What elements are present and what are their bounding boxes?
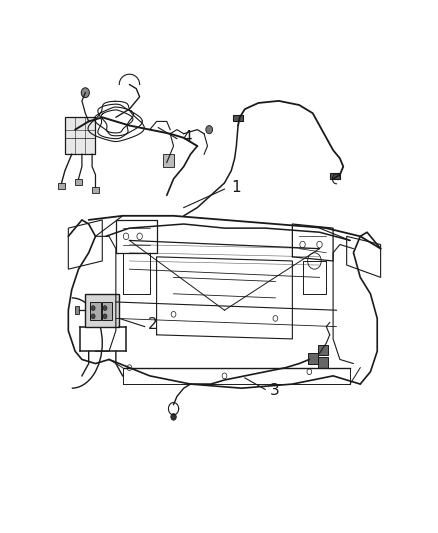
Circle shape (103, 314, 107, 319)
Text: 3: 3 (270, 383, 280, 398)
Polygon shape (92, 187, 99, 193)
Text: 1: 1 (231, 180, 241, 196)
Circle shape (91, 314, 95, 319)
Circle shape (91, 306, 95, 311)
Polygon shape (85, 294, 119, 327)
Polygon shape (330, 173, 340, 179)
Polygon shape (307, 353, 318, 364)
Circle shape (171, 414, 176, 420)
Polygon shape (102, 302, 113, 320)
Polygon shape (65, 117, 95, 154)
Circle shape (81, 88, 89, 98)
Polygon shape (75, 306, 78, 314)
Polygon shape (318, 345, 328, 356)
Polygon shape (163, 154, 173, 166)
Text: 4: 4 (182, 131, 192, 146)
Polygon shape (58, 183, 65, 189)
Polygon shape (318, 358, 328, 368)
Circle shape (103, 306, 107, 311)
Polygon shape (75, 179, 82, 185)
Polygon shape (90, 302, 101, 320)
Polygon shape (233, 115, 243, 122)
Text: 2: 2 (148, 317, 158, 332)
Circle shape (206, 126, 212, 134)
